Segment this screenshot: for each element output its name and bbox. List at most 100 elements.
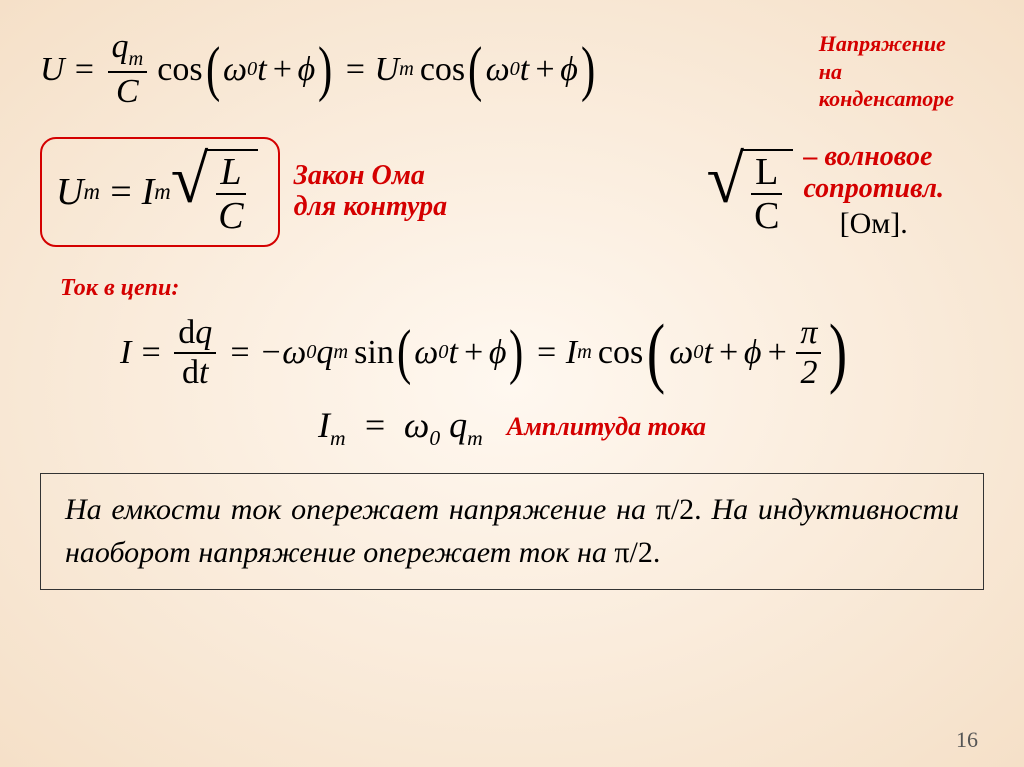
cur-eq3: = (535, 334, 558, 372)
page-number: 16 (956, 727, 978, 753)
var-U: U (40, 51, 65, 89)
pi-den: 2 (796, 354, 821, 390)
cur-omega2: ω (414, 334, 438, 372)
cur-omega3-sub: 0 (693, 341, 703, 364)
wave-unit: [Ом]. (803, 207, 944, 242)
label-line3: конденсаторе (819, 85, 954, 113)
fraction-qm-over-C: qm C (108, 30, 148, 109)
amp-I-sub: m (330, 426, 346, 450)
label-line2: на (819, 58, 954, 86)
current-equation: I = dq dt = − ω0 qm sin ( ω0 t + ϕ ) = I… (120, 316, 984, 390)
summary-2pi: π/2. (614, 536, 660, 569)
amp-q-sub: m (467, 426, 483, 450)
var-phi: ϕ (298, 51, 316, 89)
cur-plus2: + (717, 334, 740, 372)
frac-pi-2: π 2 (796, 316, 821, 390)
sqrt-sign-2: √ (707, 149, 745, 235)
num-q: q (112, 28, 129, 65)
frac-L-over-C-2: L C (750, 153, 783, 235)
sqrt-sign: √ (171, 149, 209, 235)
cur-Im-sub: m (577, 341, 592, 364)
ohm-law-label: Закон Ома для контура (294, 161, 448, 223)
amp-q: q (449, 405, 467, 445)
pi-num: π (796, 316, 821, 354)
ohm-equation: Um = Im √ L C (56, 149, 258, 235)
paren-left: ( (206, 45, 220, 94)
cur-omega-sub: 0 (306, 341, 316, 364)
paren-l3: ( (397, 328, 411, 377)
ohm-group: Um = Im √ L C Закон Ома (40, 137, 447, 247)
cur-plus3: + (765, 334, 788, 372)
var-t-2: t (520, 51, 529, 89)
d-1: d (178, 314, 195, 351)
ohm-U: U (56, 170, 83, 214)
plus-sign-2: + (533, 51, 556, 89)
paren-left-2: ( (468, 45, 482, 94)
wave-l2: сопротивл. (803, 173, 944, 205)
ohm-label-1: Закон Ома (294, 161, 448, 192)
second-row: Um = Im √ L C Закон Ома (40, 137, 984, 247)
amplitude-label: Амплитуда тока (507, 412, 706, 442)
amp-omega: ω (404, 405, 429, 445)
cur-phi: ϕ (489, 334, 507, 372)
omega: ω (223, 51, 247, 89)
paren-r3: ) (510, 328, 524, 377)
cos-fn-3: cos (598, 334, 643, 372)
wave-l1: волновое (824, 141, 932, 172)
q-1: q (195, 314, 212, 351)
cur-omega: ω (282, 334, 306, 372)
sub-0: 0 (247, 58, 257, 81)
var-Um: U (375, 51, 400, 89)
cos-fn-2: cos (420, 51, 465, 89)
cur-omega2-sub: 0 (438, 341, 448, 364)
summary-box: На емкости ток опережает напряжение на π… (40, 473, 984, 590)
sqrt-LC-2: √ L C (707, 149, 794, 235)
omega-2: ω (486, 51, 510, 89)
cur-t2: t (703, 334, 712, 372)
wave-label: – волновое сопротивл. [Ом]. (803, 141, 944, 242)
amp-eq: = (363, 405, 387, 445)
cur-omega3: ω (669, 334, 693, 372)
wave-impedance-block: √ L C – волновое сопротивл. [Ом]. (707, 141, 944, 242)
cur-I: I (120, 334, 131, 372)
paren-r4: ) (829, 321, 847, 384)
sub-0-2: 0 (510, 58, 520, 81)
cur-eq1: = (139, 334, 162, 372)
t-den: t (199, 354, 208, 391)
paren-right-2: ) (581, 45, 595, 94)
var-t: t (257, 51, 266, 89)
sqrt-LC: √ L C (171, 149, 258, 235)
den-C-3: C (750, 195, 783, 235)
amp-omega-sub: 0 (429, 426, 440, 450)
paren-right: ) (318, 45, 332, 94)
sub-m: m (129, 48, 144, 70)
voltage-equation: U = qm C cos ( ω0 t + ϕ ) = Um cos ( ω0 … (40, 30, 598, 109)
ohm-law-box: Um = Im √ L C (40, 137, 280, 247)
ohm-I-sub: m (154, 179, 170, 205)
ohm-I: I (142, 170, 155, 214)
plus-sign: + (271, 51, 294, 89)
equals-sign: = (73, 51, 96, 89)
cos-fn: cos (157, 51, 202, 89)
num-L: L (216, 153, 245, 195)
neg-sign: − (259, 334, 282, 372)
cur-Im: I (566, 334, 577, 372)
den-C: C (112, 73, 143, 109)
sin-fn: sin (354, 334, 394, 372)
equals-sign-2: = (344, 51, 367, 89)
cur-plus: + (462, 334, 485, 372)
ohm-equals: = (108, 170, 134, 214)
cur-eq2: = (228, 334, 251, 372)
cur-t: t (448, 334, 457, 372)
sub-m-2: m (399, 58, 414, 81)
frac-dq-dt: dq dt (174, 316, 216, 390)
top-row: U = qm C cos ( ω0 t + ϕ ) = Um cos ( ω0 … (40, 30, 984, 113)
cur-phi2: ϕ (744, 334, 762, 372)
ohm-U-sub: m (83, 179, 99, 205)
cur-q-sub: m (333, 341, 348, 364)
ohm-label-2: для контура (294, 192, 448, 223)
frac-L-over-C: L C (214, 153, 247, 235)
wave-dash: – (803, 141, 817, 172)
current-heading: Ток в цепи: (60, 275, 984, 302)
cur-q: q (316, 334, 333, 372)
